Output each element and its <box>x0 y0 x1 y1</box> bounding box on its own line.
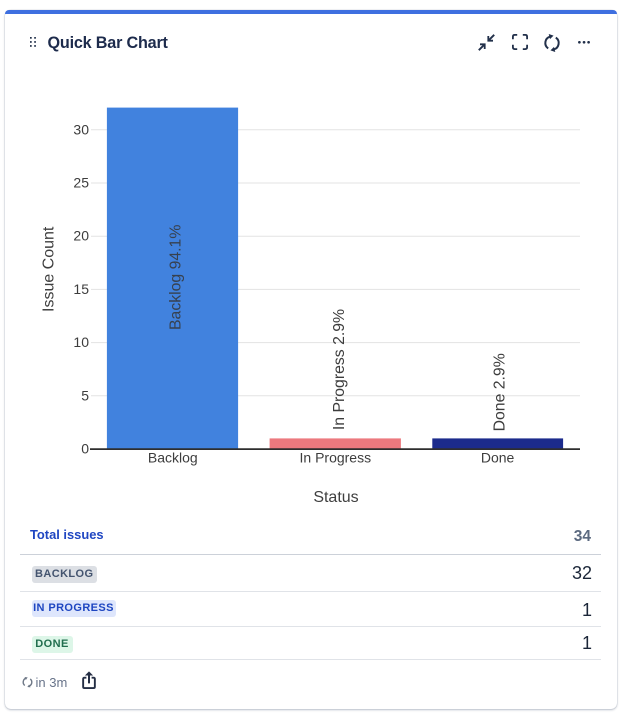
svg-text:Issue Count: Issue Count <box>41 226 58 312</box>
svg-text:10: 10 <box>73 334 89 350</box>
svg-text:25: 25 <box>73 175 89 191</box>
svg-text:Backlog: Backlog <box>148 450 198 466</box>
svg-text:In Progress 2.9%: In Progress 2.9% <box>331 309 348 430</box>
svg-text:20: 20 <box>73 228 89 244</box>
svg-text:Backlog 94.1%: Backlog 94.1% <box>168 225 185 330</box>
svg-text:Done 2.9%: Done 2.9% <box>492 353 509 431</box>
svg-text:30: 30 <box>73 121 89 137</box>
svg-text:Status: Status <box>313 489 358 506</box>
svg-text:0: 0 <box>81 441 89 457</box>
svg-text:Done: Done <box>481 450 515 466</box>
svg-text:15: 15 <box>73 281 89 297</box>
svg-text:In Progress: In Progress <box>300 450 372 466</box>
svg-text:5: 5 <box>81 387 89 403</box>
